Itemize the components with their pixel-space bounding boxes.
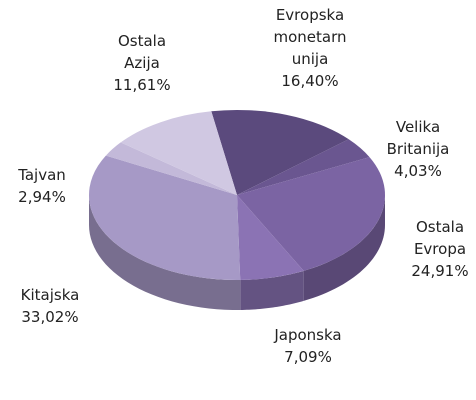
slice-side	[240, 270, 304, 310]
slice	[237, 195, 304, 280]
slice	[237, 139, 370, 195]
value-label: 2,94%	[18, 188, 66, 206]
value-label: 24,91%	[411, 262, 468, 280]
slice-label: Evropska monetarn unija	[273, 6, 346, 68]
slice	[89, 155, 241, 280]
slice-label: Tajvan	[17, 166, 66, 184]
slice	[211, 110, 349, 195]
slice-label: Ostala Azija	[118, 32, 166, 72]
value-label: 16,40%	[281, 72, 338, 90]
slice	[105, 142, 237, 195]
slice-label: Velika Britanija	[387, 118, 450, 158]
slice-label: Kitajska	[21, 286, 80, 304]
slice-side	[89, 195, 241, 310]
slice-label: Ostala Evropa	[414, 218, 466, 258]
value-label: 7,09%	[284, 348, 332, 366]
slice-side	[303, 195, 385, 301]
slice	[237, 157, 385, 271]
value-label: 33,02%	[21, 308, 78, 326]
value-label: 11,61%	[113, 76, 170, 94]
value-label: 4,03%	[394, 162, 442, 180]
slice-label: Japonska	[273, 326, 341, 344]
slice	[120, 111, 237, 195]
